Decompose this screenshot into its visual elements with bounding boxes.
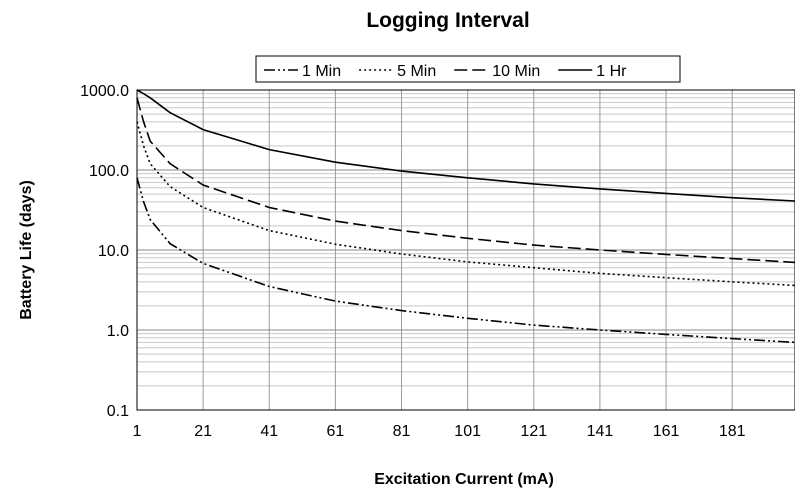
x-tick-labels: 1 21 41 61 81 101 121 141 161 181 [133,423,746,440]
y-tick-labels: 0.1 1.0 10.0 100.0 1000.0 [80,83,129,420]
x-tick-label: 161 [653,423,680,440]
x-tick-label: 181 [719,423,746,440]
plot-area [136,89,795,411]
minor-gridlines [137,93,795,387]
series-line-1-min [136,177,795,344]
legend-label-1-min: 1 Min [302,63,341,80]
y-tick-label: 1000.0 [80,83,129,100]
chart-title: Logging Interval [366,9,529,32]
x-tick-label: 1 [133,423,142,440]
y-tick-label: 10.0 [98,243,129,260]
legend-label-5-min: 5 Min [397,63,436,80]
legend-box [255,55,681,83]
y-tick-label: 1.0 [107,323,129,340]
x-tick-label: 61 [326,423,344,440]
series-line-1-hr [136,89,795,202]
x-tick-label: 141 [587,423,614,440]
legend-label-1-hr: 1 Hr [596,63,627,80]
x-tick-label: 21 [194,423,212,440]
x-tick-label: 121 [520,423,547,440]
x-axis-title: Excitation Current (mA) [374,471,554,488]
legend-label-10-min: 10 Min [492,63,540,80]
x-tick-label: 41 [260,423,278,440]
plot-border [136,89,795,411]
y-axis-title: Battery Life (days) [18,180,35,320]
x-tick-label: 101 [454,423,481,440]
y-tick-label: 100.0 [89,163,129,180]
y-tick-label: 0.1 [107,403,129,420]
series-lines [136,89,795,344]
x-tick-label: 81 [393,423,411,440]
legend: 1 Min 5 Min 10 Min 1 Hr [255,55,681,83]
